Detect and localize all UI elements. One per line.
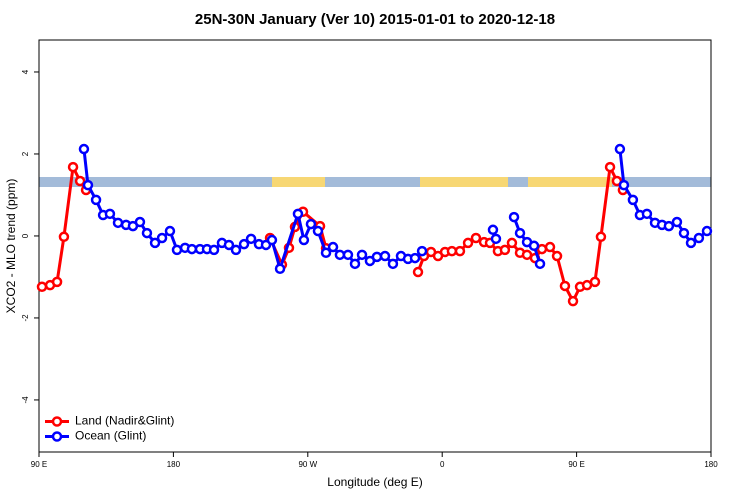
data-point xyxy=(409,252,421,264)
y-axis-label: XCO2 - MLO trend (ppm) xyxy=(4,179,18,314)
x-tick-label: 90 W xyxy=(298,460,317,469)
data-point xyxy=(559,280,571,292)
data-point xyxy=(678,227,690,239)
legend-label: Ocean (Glint) xyxy=(75,429,146,443)
data-point xyxy=(508,211,520,223)
plot-frame xyxy=(38,39,712,453)
data-point xyxy=(134,216,146,228)
data-point xyxy=(412,266,424,278)
y-tick-label: -4 xyxy=(21,396,30,404)
land-strip xyxy=(420,177,508,187)
data-point xyxy=(141,227,153,239)
data-point xyxy=(156,232,168,244)
land-strip xyxy=(272,177,325,187)
data-point xyxy=(238,238,250,250)
data-point xyxy=(544,241,556,253)
data-point xyxy=(230,244,242,256)
data-point xyxy=(320,247,332,259)
data-point xyxy=(266,234,278,246)
y-tick-label: 4 xyxy=(21,69,30,74)
data-point xyxy=(528,240,540,252)
data-point xyxy=(454,245,466,257)
land-mask-strip xyxy=(39,177,711,187)
y-tick-label: 2 xyxy=(21,151,30,156)
data-point xyxy=(595,231,607,243)
data-point xyxy=(487,224,499,236)
data-point xyxy=(514,227,526,239)
data-point xyxy=(462,237,474,249)
data-point xyxy=(701,225,713,237)
data-point xyxy=(551,250,563,262)
data-point xyxy=(663,220,675,232)
data-point xyxy=(446,245,458,257)
ocean-strip xyxy=(39,177,711,187)
legend-marker xyxy=(51,431,63,442)
data-point xyxy=(589,276,601,288)
data-point xyxy=(74,175,86,187)
data-point xyxy=(312,225,324,237)
data-point xyxy=(349,258,361,270)
data-point xyxy=(618,179,630,191)
data-point xyxy=(627,194,639,206)
y-tick-label: -2 xyxy=(21,314,30,322)
data-point xyxy=(274,263,286,275)
data-point xyxy=(208,244,220,256)
data-point xyxy=(356,249,368,261)
data-point xyxy=(416,245,428,257)
data-point xyxy=(379,250,391,262)
legend-marker xyxy=(51,416,63,427)
data-point xyxy=(58,231,70,243)
chart-title: 25N-30N January (Ver 10) 2015-01-01 to 2… xyxy=(195,11,555,28)
data-point xyxy=(671,216,683,228)
data-point xyxy=(305,218,317,230)
data-point xyxy=(693,232,705,244)
data-point xyxy=(499,244,511,256)
legend-label: Land (Nadir&Glint) xyxy=(75,414,174,428)
x-tick-label: 90 E xyxy=(568,460,584,469)
data-point xyxy=(90,194,102,206)
data-point xyxy=(186,243,198,255)
x-tick-label: 180 xyxy=(167,460,181,469)
data-point xyxy=(82,179,94,191)
data-point xyxy=(112,217,124,229)
data-point xyxy=(292,208,304,220)
data-point xyxy=(334,249,346,261)
data-point xyxy=(327,241,339,253)
y-tick-label: 0 xyxy=(21,233,30,238)
data-point xyxy=(470,232,482,244)
land-strip xyxy=(528,177,612,187)
data-point xyxy=(506,237,518,249)
data-point xyxy=(149,237,161,249)
data-point xyxy=(245,233,257,245)
x-axis-label: Longitude (deg E) xyxy=(327,475,422,489)
data-point xyxy=(567,295,579,307)
data-point xyxy=(67,161,79,173)
data-point xyxy=(36,281,48,293)
data-point xyxy=(387,258,399,270)
data-point xyxy=(164,225,176,237)
x-tick-label: 90 E xyxy=(31,460,47,469)
data-point xyxy=(685,237,697,249)
data-point xyxy=(51,276,63,288)
data-point xyxy=(171,244,183,256)
x-tick-label: 0 xyxy=(440,460,445,469)
x-tick-label: 180 xyxy=(704,460,718,469)
data-point xyxy=(604,161,616,173)
data-point xyxy=(104,208,116,220)
data-point xyxy=(371,251,383,263)
data-point xyxy=(342,249,354,261)
data-point xyxy=(614,143,626,155)
data-point xyxy=(490,233,502,245)
series-line xyxy=(41,161,625,305)
data-point xyxy=(223,239,235,251)
data-point xyxy=(641,208,653,220)
data-point xyxy=(298,234,310,246)
data-point xyxy=(78,143,90,155)
data-point xyxy=(534,258,546,270)
